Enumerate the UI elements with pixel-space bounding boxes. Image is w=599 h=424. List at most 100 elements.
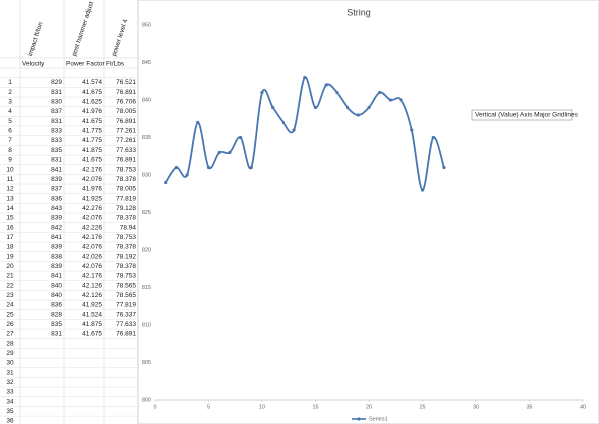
cell: 839 (51, 263, 62, 270)
point (185, 173, 189, 177)
cell: 831 (51, 331, 62, 338)
point (206, 165, 211, 170)
cell: 78.005 (116, 108, 136, 115)
point (367, 105, 371, 110)
x-tick-label: 35 (526, 404, 532, 410)
cell: 828 (51, 311, 62, 318)
cell: 41.875 (82, 147, 102, 154)
point (271, 105, 275, 110)
subheader: Ft/Lbs (106, 61, 125, 68)
cell: 76.891 (116, 89, 136, 96)
cell: 42.176 (82, 234, 102, 241)
cell: 41.675 (82, 157, 102, 164)
row-number: 30 (6, 360, 14, 367)
cell: 839 (51, 176, 62, 183)
cell: 831 (51, 118, 62, 125)
row-number: 27 (6, 331, 14, 338)
point (174, 165, 178, 170)
row-number: 11 (7, 176, 14, 183)
y-tick-label: 840 (142, 97, 151, 103)
y-tick-label: 825 (142, 210, 151, 216)
point (335, 90, 339, 95)
cell: 839 (51, 244, 62, 251)
cell: 77.261 (116, 137, 136, 144)
cell: 77.633 (116, 321, 136, 328)
cell: 42.126 (82, 282, 102, 289)
cell: 42.026 (82, 253, 102, 260)
point (346, 105, 350, 110)
row-number: 8 (8, 147, 12, 154)
cell: 78.378 (116, 215, 136, 222)
row-number: 33 (6, 389, 14, 396)
y-tick-label: 800 (142, 397, 151, 403)
row-number: 10 (6, 166, 14, 173)
cell: 76.521 (116, 79, 136, 86)
point (228, 150, 232, 155)
row-number: 15 (6, 215, 14, 222)
cell: 837 (51, 186, 62, 193)
point (249, 165, 253, 170)
cell: 831 (51, 89, 62, 96)
point (420, 188, 425, 192)
row-number: 18 (6, 244, 14, 251)
row-number: 25 (6, 311, 14, 318)
y-tick-label: 830 (142, 172, 151, 178)
cell: 835 (51, 147, 62, 154)
cell: 839 (51, 215, 62, 222)
cell: 78.378 (116, 244, 136, 251)
row-number: 36 (6, 418, 14, 424)
point (324, 83, 328, 87)
cell: 838 (51, 253, 62, 260)
x-tick-label: 20 (366, 404, 372, 410)
point (260, 90, 264, 95)
subheader: Power Factor (66, 61, 105, 68)
x-tick-label: 30 (473, 404, 479, 410)
y-tick-label: 815 (142, 285, 151, 291)
cell: 41.976 (82, 108, 102, 115)
point (313, 105, 318, 110)
cell: 829 (51, 79, 62, 86)
x-tick-label: 15 (312, 404, 318, 410)
cell: 833 (51, 128, 62, 135)
cell: 78.753 (116, 273, 136, 280)
row-number: 9 (8, 157, 12, 164)
row-number: 21 (6, 273, 14, 280)
cell: 843 (51, 205, 62, 212)
cell: 79.128 (116, 205, 136, 212)
cell: 835 (51, 321, 62, 328)
cell: 78.753 (116, 234, 136, 241)
cell: 78.565 (116, 282, 136, 289)
point (196, 120, 200, 125)
cell: 836 (51, 195, 62, 202)
point (431, 135, 435, 140)
row-number: 14 (6, 205, 14, 212)
cell: 76.891 (116, 331, 136, 338)
cell: 42.076 (82, 244, 102, 251)
cell: 76.891 (116, 157, 136, 164)
cell: 831 (51, 157, 62, 164)
point (217, 150, 221, 155)
cell: 41.976 (82, 186, 102, 193)
chart-area[interactable] (137, 0, 599, 424)
row-number: 22 (6, 282, 14, 289)
x-tick-label: 25 (419, 404, 425, 410)
cell: 41.775 (82, 128, 102, 135)
legend-marker (357, 417, 361, 421)
row-number: 24 (6, 302, 14, 309)
row-number: 26 (6, 321, 14, 328)
cell: 841 (51, 273, 62, 280)
row-number: 20 (6, 263, 14, 270)
row-number: 23 (6, 292, 14, 299)
cell: 833 (51, 137, 62, 144)
cell: 837 (51, 108, 62, 115)
cell: 41.875 (82, 321, 102, 328)
cell: 77.819 (116, 195, 136, 202)
x-tick-label: 0 (153, 404, 156, 410)
cell: 42.076 (82, 176, 102, 183)
cell: 41.925 (82, 302, 102, 309)
cell: 842 (51, 224, 62, 231)
tooltip-box (471, 109, 573, 121)
point (164, 180, 168, 185)
subheader: Velocity (22, 61, 45, 68)
